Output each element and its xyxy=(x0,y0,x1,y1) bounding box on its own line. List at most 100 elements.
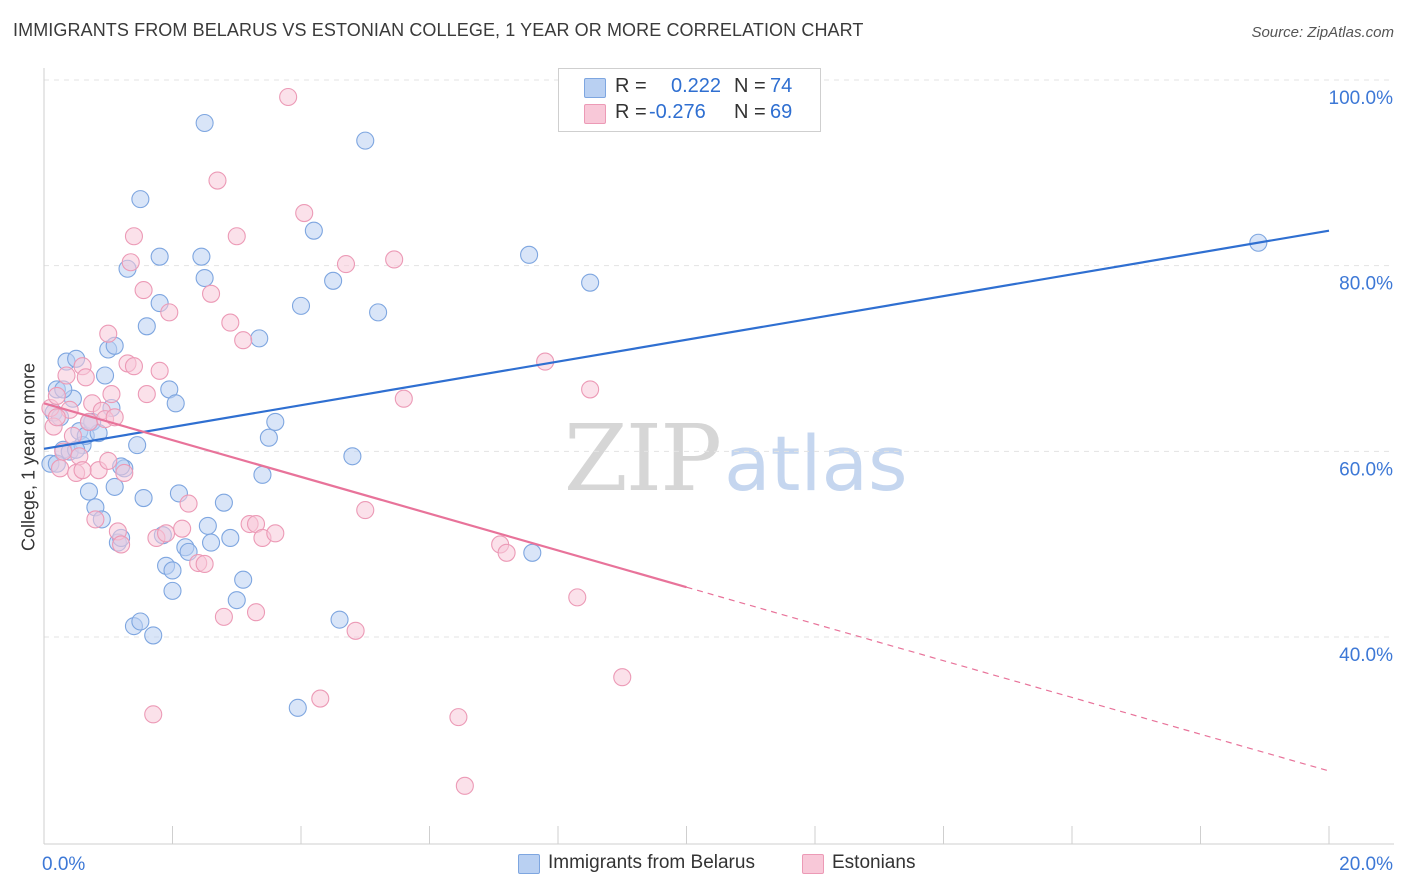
estonians-point xyxy=(385,250,404,269)
belarus-point xyxy=(134,488,153,508)
svg-text:ZIP: ZIP xyxy=(564,405,720,512)
estonians-point xyxy=(112,535,131,554)
estonians-point xyxy=(336,255,356,274)
estonians-point xyxy=(356,501,375,520)
estonians-point xyxy=(221,313,240,332)
legend-swatch-blue xyxy=(518,854,540,874)
estonians-point xyxy=(394,389,413,408)
estonians-point xyxy=(160,303,179,322)
belarus-point xyxy=(523,543,542,562)
gridlines xyxy=(44,79,1394,638)
estonians-point xyxy=(568,588,587,607)
estonians-point xyxy=(115,463,134,483)
y-tick-label: 40.0% xyxy=(1339,645,1393,666)
belarus-point xyxy=(163,581,182,600)
estonians-point xyxy=(227,227,246,246)
estonians-point xyxy=(134,281,153,300)
chart-title: IMMIGRANTS FROM BELARUS VS ESTONIAN COLL… xyxy=(13,20,864,40)
belarus-point xyxy=(581,273,600,292)
estonians-point xyxy=(581,380,600,399)
belarus-point xyxy=(131,190,150,209)
belarus-point xyxy=(227,591,246,610)
estonians-point xyxy=(137,385,156,404)
belarus-point xyxy=(128,436,147,455)
estonians-point xyxy=(234,331,253,350)
estonians-point xyxy=(173,519,192,538)
belarus-point xyxy=(234,570,253,589)
estonians-point xyxy=(124,227,143,246)
x-tick-label: 0.0% xyxy=(42,854,85,875)
belarus-point xyxy=(150,247,169,266)
legend-label: Estonians xyxy=(832,852,916,873)
belarus-point xyxy=(214,493,233,512)
estonians-point xyxy=(279,87,298,107)
r-label: R = xyxy=(615,101,647,123)
estonians-point xyxy=(144,705,163,724)
belarus-point xyxy=(288,698,307,717)
estonians-point xyxy=(63,426,82,445)
belarus-point xyxy=(166,394,185,413)
belarus-point xyxy=(520,245,539,264)
belarus-point xyxy=(198,516,217,535)
estonians-point xyxy=(51,459,70,478)
estonians-point xyxy=(99,451,118,470)
estonians-point xyxy=(121,253,140,272)
estonians-point xyxy=(102,385,121,404)
estonians-point xyxy=(214,607,233,626)
n-value: 69 xyxy=(770,101,793,123)
estonians-point xyxy=(99,324,118,343)
belarus-point xyxy=(202,533,221,552)
legend-swatch-pink xyxy=(584,104,606,124)
belarus-point xyxy=(369,303,388,322)
n-value: 74 xyxy=(770,75,793,97)
belarus-point xyxy=(163,561,182,580)
x-tick-label: 20.0% xyxy=(1339,854,1393,875)
belarus-point xyxy=(195,268,214,288)
estonians-point xyxy=(57,366,76,385)
estonians-point xyxy=(86,510,105,529)
belarus-trend-line xyxy=(43,229,1330,450)
estonians-point xyxy=(295,203,314,223)
belarus-point xyxy=(105,477,124,496)
estonians-point xyxy=(202,284,221,303)
belarus-point xyxy=(253,465,272,484)
estonians-point xyxy=(246,603,266,622)
belarus-point xyxy=(221,528,240,548)
legend-swatch-pink xyxy=(802,854,824,874)
legend-row-belarus: R = 0.222 N = 74 xyxy=(559,74,820,100)
svg-text:atlas: atlas xyxy=(724,419,908,508)
estonians-point xyxy=(449,708,468,727)
belarus-point xyxy=(324,271,343,290)
estonians-point xyxy=(536,352,555,371)
belarus-point xyxy=(95,366,115,385)
estonians-trend-line xyxy=(43,402,687,589)
belarus-point xyxy=(79,482,99,501)
estonians-point xyxy=(455,776,474,795)
n-label: N = xyxy=(734,75,766,97)
belarus-point xyxy=(192,247,211,266)
watermark: ZIP atlas xyxy=(564,405,908,512)
estonians-point xyxy=(76,368,95,387)
estonians-point xyxy=(179,494,198,513)
estonians-point xyxy=(157,524,176,543)
estonians-point xyxy=(266,524,285,543)
axes: 100.0% 80.0% 60.0% 40.0% 0.0% 20.0% xyxy=(42,68,1394,875)
estonians-point xyxy=(47,386,66,405)
belarus-point xyxy=(195,113,214,133)
belarus-point xyxy=(250,329,269,348)
belarus-point xyxy=(131,612,150,631)
estonians-point xyxy=(150,361,169,380)
belarus-point xyxy=(330,610,349,629)
estonians-point xyxy=(311,689,330,708)
estonians-point xyxy=(47,408,66,427)
correlation-legend: R = 0.222 N = 74 R = -0.276 N = 69 xyxy=(558,68,821,132)
data-points xyxy=(41,87,1268,795)
trend-lines xyxy=(43,229,1330,772)
estonians-point xyxy=(346,621,365,640)
legend-label: Immigrants from Belarus xyxy=(548,852,755,873)
estonians-point xyxy=(124,357,143,376)
belarus-point xyxy=(144,626,163,645)
r-value: 0.222 xyxy=(671,75,722,97)
estonians-point xyxy=(73,461,92,480)
estonians-trend-line-extension xyxy=(686,586,1330,772)
